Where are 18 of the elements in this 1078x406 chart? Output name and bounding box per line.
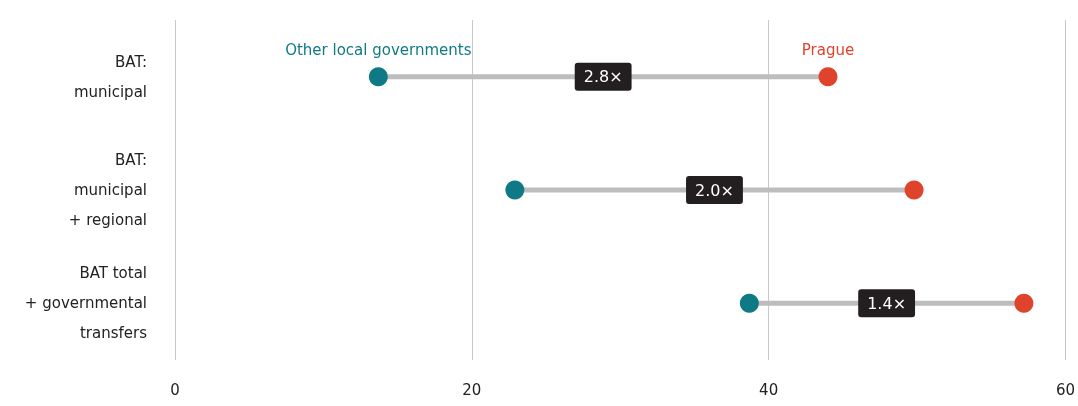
y-tick-label: BAT: municipal [73, 52, 147, 101]
point [368, 67, 388, 87]
annotation: 1.4× [867, 293, 907, 313]
series-label: Prague [801, 40, 855, 59]
y-tick-label: BAT total + governmental transfers [24, 264, 148, 343]
point [818, 67, 838, 87]
x-tick-label: 20 [462, 380, 482, 399]
x-tick-label: 0 [170, 380, 180, 399]
annotation: 2.8× [583, 67, 623, 87]
point [1014, 293, 1034, 313]
annotation: 2.0× [695, 180, 734, 200]
point [904, 180, 924, 200]
series-label: Other local governments [285, 40, 472, 59]
y-tick-label: BAT: municipal + regional [68, 151, 147, 229]
x-tick-label: 40 [759, 380, 779, 399]
point [505, 180, 525, 200]
x-tick-label: 60 [1055, 380, 1075, 399]
point [739, 293, 759, 313]
